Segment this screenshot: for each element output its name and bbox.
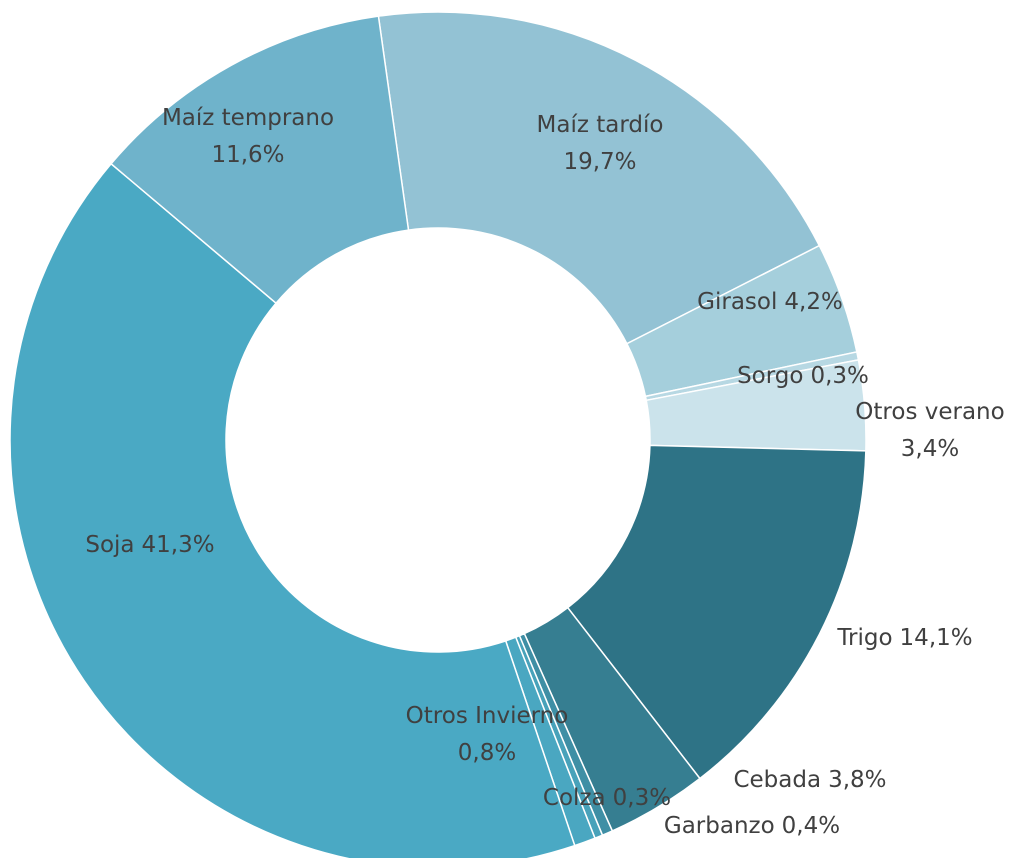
label-value: 19,7% — [563, 149, 636, 175]
label-value: 0,8% — [458, 740, 516, 766]
label-name: Trigo — [836, 625, 892, 651]
data-label: Colza 0,3% — [543, 785, 671, 811]
label-name: Sorgo — [737, 363, 803, 389]
data-label: Otros Invierno 0,8% — [406, 703, 569, 766]
label-value: 14,1% — [900, 625, 973, 651]
label-name: Maíz tardío — [537, 112, 664, 138]
label-name: Girasol — [697, 289, 777, 315]
data-label: Maíz tardío 19,7% — [537, 112, 664, 175]
data-label: Garbanzo 0,4% — [664, 813, 840, 839]
label-value: 11,6% — [211, 142, 284, 168]
label-value: 4,2% — [784, 289, 842, 315]
label-name: Colza — [543, 785, 606, 811]
label-value: 41,3% — [142, 532, 215, 558]
donut-slice — [377, 11, 821, 345]
data-label: Sorgo 0,3% — [737, 363, 869, 389]
donut-slice — [110, 15, 410, 305]
data-label: Soja 41,3% — [85, 532, 214, 558]
donut-slice — [566, 444, 867, 780]
label-value: 3,8% — [828, 767, 886, 793]
label-name: Maíz temprano — [162, 105, 334, 131]
label-value: 0,3% — [613, 785, 671, 811]
donut-slice — [9, 162, 576, 858]
label-name: Otros Invierno — [406, 703, 569, 729]
label-name: Otros verano — [855, 399, 1004, 425]
label-name: Garbanzo — [664, 813, 775, 839]
data-label: Maíz temprano 11,6% — [162, 105, 334, 168]
label-value: 0,3% — [810, 363, 868, 389]
label-value: 3,4% — [901, 436, 959, 462]
data-label: Otros verano 3,4% — [855, 399, 1004, 462]
label-name: Soja — [85, 532, 134, 558]
data-label: Cebada 3,8% — [733, 767, 886, 793]
data-label: Girasol 4,2% — [697, 289, 843, 315]
label-value: 0,4% — [782, 813, 840, 839]
label-name: Cebada — [733, 767, 821, 793]
data-label: Trigo 14,1% — [836, 625, 972, 651]
